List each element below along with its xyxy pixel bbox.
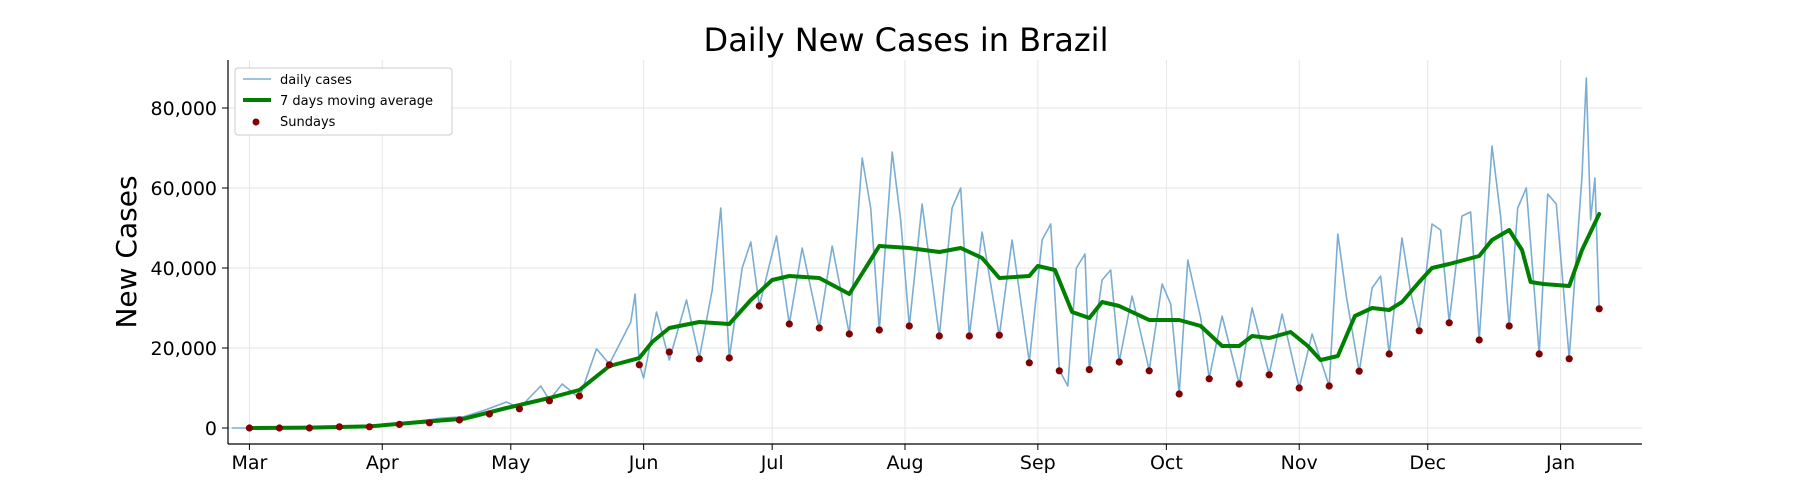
- y-axis-label: New Cases: [110, 175, 143, 328]
- sunday-point: [1295, 384, 1303, 392]
- x-tick-label: Jul: [760, 452, 784, 474]
- x-tick-label: Sep: [1020, 452, 1056, 474]
- sunday-point: [335, 423, 343, 431]
- sunday-point: [665, 348, 673, 356]
- legend-swatch-sundays: [252, 118, 260, 126]
- sunday-point: [965, 332, 973, 340]
- sunday-point: [1355, 367, 1363, 375]
- sunday-point: [1415, 327, 1423, 335]
- data-series: [231, 77, 1603, 432]
- sunday-point: [1235, 380, 1243, 388]
- sunday-point: [635, 361, 643, 369]
- x-tick-label: Nov: [1281, 452, 1318, 474]
- axis-ticks: Mar Apr May Jun Jul Aug Sep Oct Nov Dec Jan 0 20,000…: [151, 98, 1576, 474]
- sunday-point: [1535, 350, 1543, 358]
- sunday-point: [1265, 371, 1273, 379]
- x-tick-label: Aug: [886, 452, 923, 474]
- sunday-point: [1085, 366, 1093, 374]
- sunday-point: [845, 330, 853, 338]
- x-tick-label: Mar: [231, 452, 267, 474]
- chart-title: Daily New Cases in Brazil: [704, 21, 1109, 59]
- sunday-point: [1595, 305, 1603, 313]
- sunday-point: [1175, 390, 1183, 398]
- sunday-point: [455, 416, 463, 424]
- x-tick-label: Dec: [1409, 452, 1446, 474]
- sunday-point: [1055, 367, 1063, 375]
- sunday-point: [515, 405, 524, 413]
- sunday-point: [275, 424, 283, 432]
- x-tick-label: May: [491, 452, 530, 474]
- y-tick-label: 20,000: [151, 338, 217, 360]
- sunday-point: [905, 322, 913, 330]
- legend-label-sundays: Sundays: [280, 115, 336, 130]
- sunday-point: [365, 423, 373, 431]
- sunday-point: [755, 302, 763, 310]
- sunday-point: [1565, 355, 1573, 363]
- sunday-point: [995, 331, 1003, 339]
- sunday-point: [1205, 375, 1213, 383]
- sunday-point: [935, 332, 943, 340]
- sunday-point: [305, 424, 313, 432]
- sunday-point: [695, 355, 703, 363]
- sunday-point: [605, 361, 614, 369]
- moving-average-line: [247, 212, 1602, 430]
- x-tick-label: Apr: [366, 452, 399, 474]
- sunday-point: [1445, 319, 1453, 327]
- legend-box: [234, 67, 453, 136]
- x-tick-label: Jun: [628, 452, 659, 474]
- sunday-point: [1025, 359, 1033, 367]
- sunday-point: [785, 320, 793, 328]
- legend-label-moving-average: 7 days moving average: [280, 94, 433, 109]
- sunday-point: [725, 354, 733, 362]
- sunday-point: [875, 326, 883, 334]
- sunday-point: [1325, 382, 1333, 390]
- x-tick-label: Oct: [1150, 452, 1183, 474]
- sunday-point: [425, 419, 433, 427]
- sunday-point: [1145, 367, 1153, 375]
- legend-label-daily-cases: daily cases: [280, 73, 352, 88]
- sunday-point: [395, 420, 403, 428]
- daily-cases-line: [231, 77, 1600, 429]
- sunday-point: [1505, 322, 1513, 330]
- sunday-point: [1475, 336, 1483, 344]
- y-tick-label: 40,000: [151, 258, 217, 280]
- sunday-point: [1385, 350, 1393, 358]
- sunday-point: [545, 397, 554, 405]
- sunday-point: [575, 392, 584, 400]
- x-tick-label: Jan: [1545, 452, 1575, 474]
- sunday-point: [1115, 358, 1123, 366]
- y-tick-label: 80,000: [151, 98, 217, 120]
- legend: daily cases 7 days moving average Sunday…: [234, 67, 453, 136]
- sunday-point: [815, 324, 823, 332]
- sunday-point: [245, 424, 253, 432]
- sunday-point: [485, 410, 493, 418]
- y-tick-label: 0: [205, 418, 217, 440]
- y-tick-label: 60,000: [151, 178, 217, 200]
